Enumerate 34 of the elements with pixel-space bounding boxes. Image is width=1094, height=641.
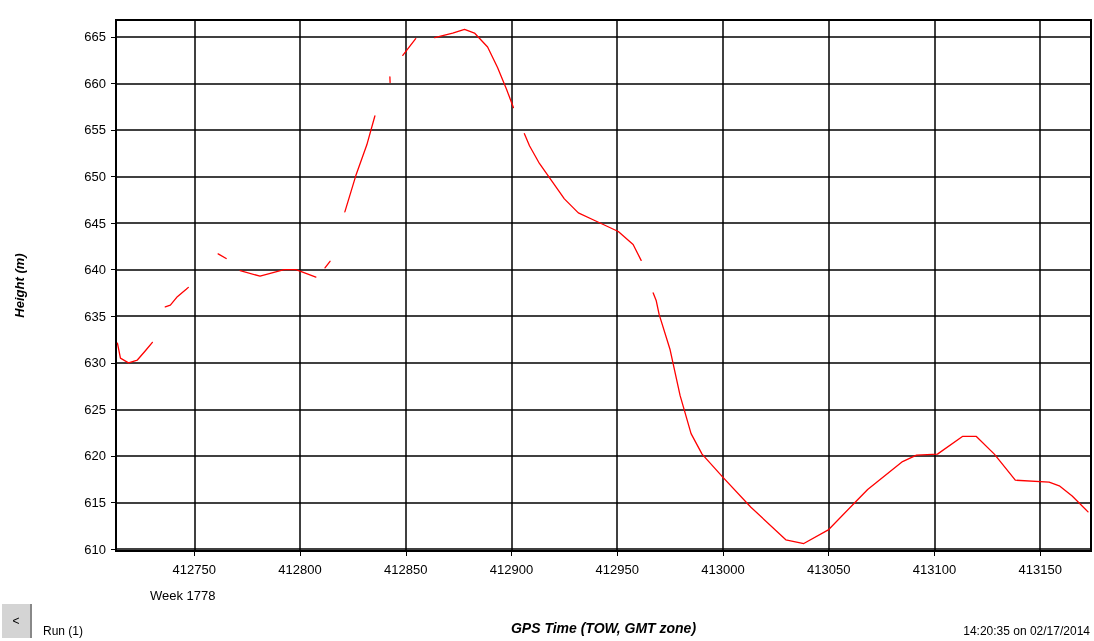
x-tick-label: 413050 xyxy=(807,562,851,577)
line-series xyxy=(344,115,376,213)
y-tick-label: 645 xyxy=(84,215,106,231)
y-tick-label: 610 xyxy=(84,541,106,557)
x-tick-label: 412800 xyxy=(278,562,322,577)
line-series xyxy=(434,28,515,109)
x-axis-title: GPS Time (TOW, GMT zone) xyxy=(510,620,697,636)
text: Run (1) xyxy=(43,624,84,638)
line-series xyxy=(652,292,1089,545)
x-tick-label: 412750 xyxy=(172,562,216,577)
line-series xyxy=(523,133,642,261)
x-tick-label: 413100 xyxy=(912,562,957,577)
y-tick-label: 640 xyxy=(84,262,106,278)
back-button: < xyxy=(2,604,32,638)
y-tick-label: 630 xyxy=(84,355,106,371)
text: Week 1778 xyxy=(150,588,216,603)
y-tick-label: 665 xyxy=(84,29,106,45)
line-series xyxy=(239,269,317,278)
y-tick-label: 660 xyxy=(84,75,106,91)
y-tick-label: 625 xyxy=(84,401,106,417)
x-tick-label: 413150 xyxy=(1018,562,1062,577)
y-axis-title: Height (m) xyxy=(12,253,27,318)
x-tick-label: 413000 xyxy=(701,562,745,577)
line-series xyxy=(164,286,189,308)
y-tick-label: 655 xyxy=(84,122,106,138)
x-tick-label: 412850 xyxy=(384,562,428,577)
y-tick-label: 635 xyxy=(84,308,106,324)
text: 14:20:35 on 02/17/2014 xyxy=(963,624,1090,638)
y-tick-label: 620 xyxy=(84,448,106,464)
x-tick-label: 412900 xyxy=(489,562,534,577)
y-tick-label: 615 xyxy=(84,495,106,511)
line-series xyxy=(116,341,154,364)
x-tick-label: 412950 xyxy=(595,562,639,577)
y-tick-label: 650 xyxy=(84,169,106,185)
